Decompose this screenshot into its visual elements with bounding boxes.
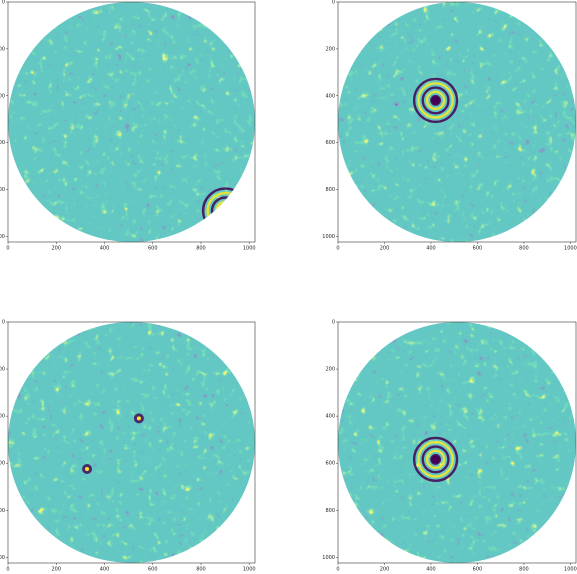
x-tick-label: 600 xyxy=(473,567,483,573)
x-tick-label: 200 xyxy=(51,246,61,252)
ring xyxy=(219,205,232,217)
x-tick-label: 800 xyxy=(196,246,206,252)
y-tick-label: 1000 xyxy=(0,234,5,240)
ring xyxy=(412,436,459,482)
y-tick-label: 200 xyxy=(0,46,5,52)
ring xyxy=(210,196,240,226)
blob-core xyxy=(85,467,90,472)
y-tick-label: 400 xyxy=(325,414,335,420)
y-tick-label: 0 xyxy=(332,0,335,6)
y-tick-label: 0 xyxy=(2,320,5,326)
y-tick-label: 800 xyxy=(325,508,335,514)
y-tick-label: 0 xyxy=(332,320,335,326)
image-noise xyxy=(338,2,576,242)
image-panel xyxy=(8,322,255,563)
y-tick-label: 400 xyxy=(0,414,5,420)
ring-core xyxy=(431,455,440,464)
image-noise xyxy=(338,322,576,563)
x-tick-label: 400 xyxy=(426,246,436,252)
x-tick-label: 0 xyxy=(6,246,9,252)
ring xyxy=(215,200,236,221)
x-tick-label: 800 xyxy=(519,246,529,252)
x-tick-label: 400 xyxy=(100,567,110,573)
y-tick-label: 800 xyxy=(0,187,5,193)
x-tick-label: 600 xyxy=(473,246,483,252)
y-tick-label: 200 xyxy=(0,367,5,373)
blob-core xyxy=(136,416,141,421)
ring xyxy=(412,77,459,124)
image-noise xyxy=(8,322,255,563)
y-tick-label: 1000 xyxy=(322,555,335,561)
x-tick-label: 600 xyxy=(148,246,158,252)
x-tick-label: 1000 xyxy=(243,246,256,252)
image-panel xyxy=(8,2,255,242)
x-tick-label: 400 xyxy=(100,246,110,252)
x-tick-label: 800 xyxy=(196,567,206,573)
y-tick-label: 800 xyxy=(325,187,335,193)
x-tick-label: 0 xyxy=(336,246,339,252)
ring xyxy=(417,82,454,119)
x-tick-label: 1000 xyxy=(564,567,577,573)
y-tick-label: 600 xyxy=(325,140,335,146)
x-tick-label: 400 xyxy=(426,567,436,573)
x-tick-label: 200 xyxy=(380,246,390,252)
x-tick-label: 1000 xyxy=(243,567,256,573)
y-tick-label: 1000 xyxy=(0,555,5,561)
x-tick-label: 800 xyxy=(519,567,529,573)
x-tick-label: 0 xyxy=(336,567,339,573)
x-tick-label: 200 xyxy=(380,567,390,573)
ring xyxy=(417,441,454,478)
x-tick-label: 200 xyxy=(51,567,61,573)
y-tick-label: 600 xyxy=(0,140,5,146)
x-tick-label: 0 xyxy=(6,567,9,573)
axes-frame xyxy=(337,1,577,243)
ring-core xyxy=(220,206,230,216)
axes-frame xyxy=(7,1,256,243)
y-tick-label: 200 xyxy=(325,46,335,52)
y-tick-label: 400 xyxy=(325,93,335,99)
ring xyxy=(425,449,446,470)
ring xyxy=(421,86,450,115)
y-tick-label: 200 xyxy=(325,367,335,373)
ring xyxy=(421,445,450,474)
image-panel xyxy=(338,2,576,242)
y-tick-label: 0 xyxy=(2,0,5,6)
x-tick-label: 1000 xyxy=(564,246,577,252)
y-tick-label: 600 xyxy=(0,461,5,467)
y-tick-label: 800 xyxy=(0,508,5,514)
y-tick-label: 400 xyxy=(0,93,5,99)
y-tick-label: 600 xyxy=(325,461,335,467)
image-panel xyxy=(338,322,576,563)
y-tick-label: 1000 xyxy=(322,234,335,240)
ring-core xyxy=(431,96,440,105)
ring xyxy=(425,90,446,111)
x-tick-label: 600 xyxy=(148,567,158,573)
axes-frame xyxy=(7,321,256,564)
axes-frame xyxy=(337,321,577,564)
